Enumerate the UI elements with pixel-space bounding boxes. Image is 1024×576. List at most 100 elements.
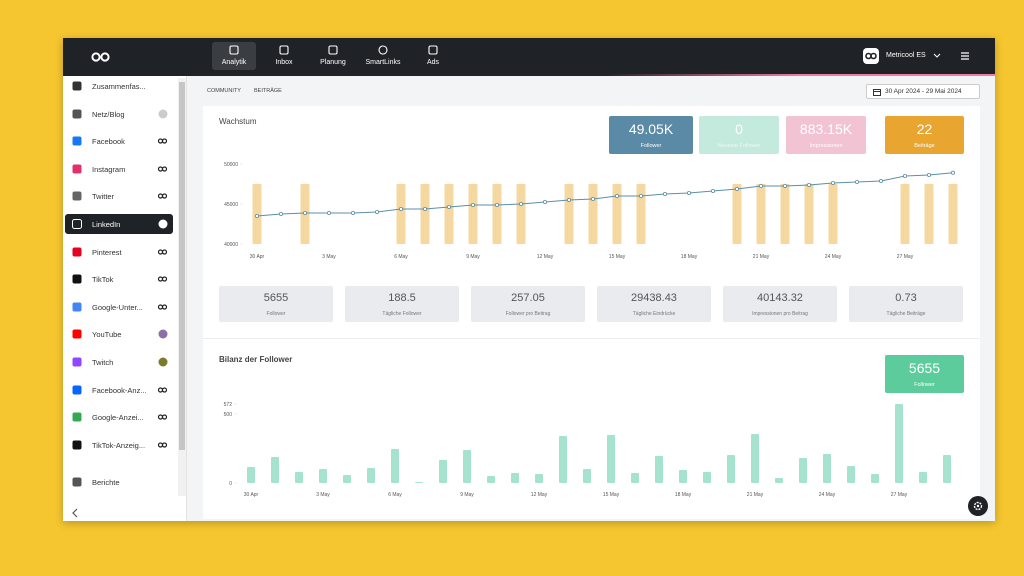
sidebar-item[interactable]: Instagram bbox=[65, 159, 173, 179]
dropdown-caret[interactable] bbox=[933, 53, 941, 59]
platform-icon bbox=[72, 302, 82, 312]
sidebar-item[interactable]: Berichte bbox=[65, 472, 173, 492]
nav-item[interactable]: Inbox bbox=[262, 42, 306, 70]
sidebar-label: Google-Anzei... bbox=[92, 413, 144, 423]
icon-shape bbox=[72, 302, 82, 312]
sidebar-item[interactable]: Twitter bbox=[65, 186, 173, 206]
kpi-value: 0 bbox=[735, 121, 743, 137]
status-badge bbox=[158, 329, 168, 339]
scrollbar-thumb[interactable] bbox=[179, 82, 185, 450]
sidebar-item[interactable]: LinkedIn bbox=[65, 214, 173, 234]
sidebar-item[interactable]: Google-Anzei... bbox=[65, 407, 173, 427]
stat-box: 40143.32 Impressionen pro Beitrag bbox=[723, 286, 837, 322]
icon-shape bbox=[72, 385, 82, 395]
sidebar-item[interactable]: Zusammenfas... bbox=[65, 76, 173, 96]
stat-box: 29438.43 Tägliche Eindrücke bbox=[597, 286, 711, 322]
kpi-label: Follower bbox=[640, 143, 662, 149]
badge-ring bbox=[161, 193, 168, 199]
tab-posts[interactable]: BEITRÄGE bbox=[254, 88, 282, 94]
sidebar-label: Twitch bbox=[92, 358, 114, 367]
app-window: Metricool ES Analytik Inbox Planung SmartLi… bbox=[63, 38, 995, 521]
kpi-box[interactable]: 0 Neueste Follower bbox=[699, 116, 779, 154]
icon-shape bbox=[72, 191, 82, 201]
platform-icon bbox=[72, 109, 82, 119]
badge-ring bbox=[157, 304, 164, 310]
account-avatar[interactable] bbox=[863, 48, 879, 64]
nav-icon bbox=[229, 45, 239, 55]
settings-button[interactable] bbox=[968, 496, 988, 516]
stat-label: Follower bbox=[266, 311, 286, 317]
platform-icon bbox=[72, 477, 82, 487]
date-picker[interactable]: 30 Apr 2024 - 29 Mai 2024 bbox=[866, 84, 980, 99]
sidebar-label: Twitter bbox=[92, 192, 115, 202]
icon-shape bbox=[378, 45, 388, 55]
icon-shape bbox=[72, 274, 82, 284]
badge-ring bbox=[161, 248, 168, 255]
icon-shape bbox=[328, 45, 338, 55]
icon-shape bbox=[72, 329, 82, 339]
sidebar-item[interactable]: TikTok bbox=[65, 269, 173, 289]
stat-value: 0.73 bbox=[895, 292, 917, 304]
sidebar-label: Facebook-Anz... bbox=[92, 385, 147, 395]
nav-label: SmartLinks bbox=[365, 59, 401, 66]
sidebar-item[interactable]: Pinterest bbox=[65, 242, 173, 262]
status-badge bbox=[157, 442, 168, 448]
kpi-box[interactable]: 22 Beiträge bbox=[885, 116, 964, 154]
status-badge bbox=[157, 386, 168, 393]
divider bbox=[203, 338, 980, 339]
account-name[interactable]: Metricool ES bbox=[886, 52, 926, 59]
badge-ring bbox=[161, 276, 168, 282]
top-nav: Metricool ES Analytik Inbox Planung SmartLi… bbox=[63, 38, 995, 76]
kpi-label: Neueste Follower bbox=[717, 143, 761, 149]
sidebar-item[interactable]: Netz/Blog bbox=[65, 104, 173, 124]
platform-icon bbox=[72, 191, 82, 201]
sidebar-item[interactable]: Facebook bbox=[65, 131, 173, 151]
stat-value: 257.05 bbox=[511, 292, 545, 304]
status-badge bbox=[157, 414, 168, 420]
sidebar-label: TikTok bbox=[92, 275, 114, 285]
status-badge bbox=[157, 248, 168, 255]
sidebar-label: YouTube bbox=[92, 330, 122, 340]
nav-item[interactable]: Planung bbox=[311, 42, 355, 70]
sidebar-item[interactable]: Twitch bbox=[65, 352, 173, 372]
platform-icon bbox=[72, 385, 82, 395]
sidebar-item[interactable]: Facebook-Anz... bbox=[65, 380, 173, 400]
icon-shape bbox=[72, 81, 82, 91]
badge-ring bbox=[157, 193, 164, 199]
nav-label: Planung bbox=[320, 59, 346, 66]
kpi-label: Follower bbox=[914, 382, 935, 388]
badge-avatar bbox=[158, 109, 168, 119]
kpi-box[interactable]: 5655 Follower bbox=[885, 355, 964, 393]
sidebar-item[interactable]: Google-Unter... bbox=[65, 297, 173, 317]
kpi-box[interactable]: 49.05K Follower bbox=[609, 116, 693, 154]
nav-item[interactable]: Ads bbox=[411, 42, 455, 70]
date-range: 30 Apr 2024 - 29 Mai 2024 bbox=[885, 88, 962, 95]
platform-icon bbox=[72, 357, 82, 367]
tab-community[interactable]: COMMUNITY bbox=[207, 88, 241, 94]
sidebar-label: Zusammenfas... bbox=[92, 82, 146, 91]
icon-shape bbox=[72, 247, 82, 257]
nav-item[interactable]: Analytik bbox=[212, 42, 256, 70]
badge-ring bbox=[157, 166, 164, 172]
nav-item[interactable]: SmartLinks bbox=[361, 42, 405, 70]
badge-ring bbox=[161, 138, 168, 144]
stat-value: 29438.43 bbox=[631, 292, 677, 304]
platform-icon bbox=[72, 440, 82, 450]
stat-label: Tägliche Beiträge bbox=[886, 311, 926, 317]
stat-box: 5655 Follower bbox=[219, 286, 333, 322]
sidebar-item[interactable]: YouTube bbox=[65, 324, 173, 344]
badge-ring bbox=[161, 442, 168, 448]
sidebar-item[interactable]: TikTok-Anzeig... bbox=[65, 435, 173, 455]
badge-avatar bbox=[158, 357, 168, 367]
sidebar-label: TikTok-Anzeig... bbox=[92, 440, 146, 450]
sidebar-label: Facebook bbox=[92, 137, 125, 147]
collapse-button[interactable] bbox=[71, 508, 79, 518]
nav-label: Ads bbox=[426, 59, 440, 66]
kpi-box[interactable]: 883.15K Impressionen bbox=[786, 116, 866, 154]
menu-button[interactable] bbox=[960, 51, 970, 61]
icon-shape bbox=[428, 45, 438, 55]
stat-value: 188.5 bbox=[388, 292, 416, 304]
stat-box: 0.73 Tägliche Beiträge bbox=[849, 286, 963, 322]
logo bbox=[91, 52, 110, 62]
